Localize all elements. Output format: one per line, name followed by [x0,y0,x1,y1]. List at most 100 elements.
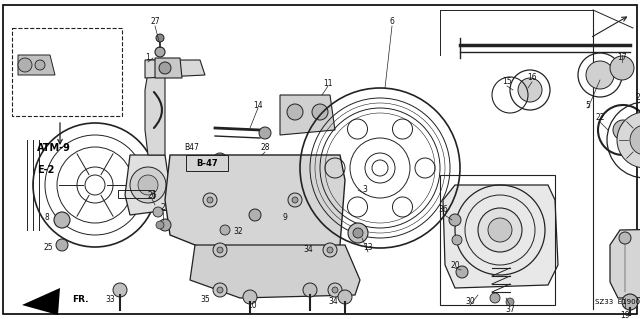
Circle shape [338,290,352,304]
Circle shape [353,228,363,238]
Circle shape [213,283,227,297]
Text: 9: 9 [283,213,287,222]
Polygon shape [190,245,360,298]
Text: 21: 21 [636,93,640,102]
Bar [12,28,122,116]
Text: 8: 8 [45,213,49,222]
Circle shape [153,207,163,217]
Text: FR.: FR. [72,295,88,305]
Circle shape [203,193,217,207]
Text: 3: 3 [363,186,367,195]
Circle shape [452,235,462,245]
Circle shape [156,34,164,42]
Text: 17: 17 [617,54,627,63]
Text: 33: 33 [105,295,115,305]
Text: 10: 10 [247,300,257,309]
Circle shape [619,232,631,244]
Text: 15: 15 [502,78,512,86]
Circle shape [348,223,368,243]
Circle shape [130,167,166,203]
Text: 6: 6 [390,18,394,26]
Circle shape [303,283,317,297]
Circle shape [249,209,261,221]
Text: SZ33  E1900 C: SZ33 E1900 C [595,299,640,305]
Text: 35: 35 [200,295,210,305]
Circle shape [518,78,542,102]
Polygon shape [165,155,345,260]
Polygon shape [443,185,558,288]
Text: B-47: B-47 [196,159,218,167]
Polygon shape [155,58,182,78]
Bar [440,175,555,305]
Text: 22: 22 [595,114,605,122]
Circle shape [332,287,338,293]
Circle shape [610,56,634,80]
Polygon shape [145,60,165,155]
Text: 26: 26 [147,190,157,199]
Text: B47: B47 [184,144,200,152]
Text: 34: 34 [303,246,313,255]
Text: 14: 14 [253,100,263,109]
Text: 19: 19 [620,310,630,319]
Text: 30: 30 [465,298,475,307]
Circle shape [488,218,512,242]
Bar [118,190,154,198]
Text: 11: 11 [323,78,333,87]
Circle shape [155,47,165,57]
Circle shape [622,294,638,310]
Text: ATM-9: ATM-9 [37,143,71,153]
Circle shape [207,197,213,203]
Text: 2: 2 [161,204,165,212]
Text: 37: 37 [505,306,515,315]
Text: 1: 1 [146,54,150,63]
Text: 5: 5 [586,100,591,109]
Circle shape [56,239,68,251]
Text: 20: 20 [450,261,460,270]
Circle shape [156,221,164,229]
Text: 25: 25 [43,243,53,253]
Polygon shape [18,55,55,75]
Text: 34: 34 [328,298,338,307]
Circle shape [213,243,227,257]
Text: 13: 13 [363,243,373,253]
Circle shape [213,153,227,167]
Circle shape [159,62,171,74]
Polygon shape [145,60,205,78]
Circle shape [323,243,337,257]
Bar [186,155,228,171]
Circle shape [217,247,223,253]
Circle shape [54,212,70,228]
Circle shape [18,58,32,72]
Circle shape [449,214,461,226]
Circle shape [490,293,500,303]
Circle shape [630,125,640,155]
Circle shape [259,127,271,139]
Circle shape [617,112,640,168]
Circle shape [220,225,230,235]
Circle shape [456,266,468,278]
Circle shape [328,283,342,297]
Text: 36: 36 [438,205,448,214]
Text: 27: 27 [150,18,160,26]
Circle shape [205,163,215,173]
Polygon shape [125,155,168,215]
Circle shape [327,247,333,253]
Circle shape [35,60,45,70]
Text: E-2: E-2 [37,165,54,175]
Polygon shape [610,225,640,298]
Text: 28: 28 [260,144,269,152]
Circle shape [478,208,522,252]
Circle shape [506,298,514,306]
Circle shape [613,120,633,140]
Circle shape [138,175,158,195]
Circle shape [312,104,328,120]
Polygon shape [280,95,335,135]
Circle shape [288,193,302,207]
Circle shape [159,219,171,231]
Circle shape [292,197,298,203]
Circle shape [113,283,127,297]
Circle shape [217,287,223,293]
Text: 16: 16 [527,73,537,83]
Circle shape [243,290,257,304]
Polygon shape [22,288,60,315]
